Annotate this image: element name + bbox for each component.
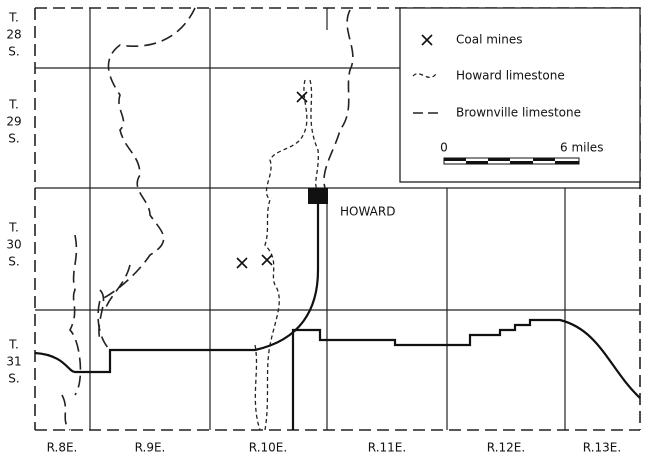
legend-box xyxy=(399,7,641,183)
range-label: R.9E. xyxy=(135,441,166,455)
township-label: 30 xyxy=(6,238,21,252)
scale-label: 6 miles xyxy=(560,141,603,155)
township-label: T. xyxy=(8,98,19,112)
township-label: S. xyxy=(8,45,19,59)
township-label: 28 xyxy=(6,28,21,42)
range-label: R.10E. xyxy=(249,441,287,455)
howard-limestone xyxy=(254,79,319,431)
township-label: S. xyxy=(8,372,19,386)
town-marker xyxy=(308,188,328,204)
legend-label: Brownville limestone xyxy=(456,106,581,120)
legend-label: Coal mines xyxy=(456,33,523,47)
scale-bar xyxy=(443,157,580,165)
township-label: 29 xyxy=(6,115,21,129)
township-label: S. xyxy=(8,255,19,269)
scale-label: 0 xyxy=(440,141,448,155)
legend-label: Howard limestone xyxy=(456,69,565,83)
labels: T. 28 S. T. 29 S. T. 30 S. T. 31 S. R.8E. R.9E. R.10E.… xyxy=(6,11,621,455)
range-label: R.13E. xyxy=(583,441,621,455)
township-label: T. xyxy=(8,338,19,352)
township-label: T. xyxy=(8,221,19,235)
range-label: R.11E. xyxy=(368,441,406,455)
road xyxy=(34,188,641,430)
section-grid xyxy=(34,7,641,431)
township-label: S. xyxy=(8,132,19,146)
brownville-limestone xyxy=(61,7,354,431)
range-label: R.12E. xyxy=(487,441,525,455)
township-label: 31 xyxy=(6,355,21,369)
range-label: R.8E. xyxy=(47,441,78,455)
coal-mines xyxy=(236,34,433,269)
legend: Coal mines Howard limestone Brownville l… xyxy=(412,33,603,165)
township-label: T. xyxy=(8,11,19,25)
town-label: HOWARD xyxy=(340,205,395,219)
